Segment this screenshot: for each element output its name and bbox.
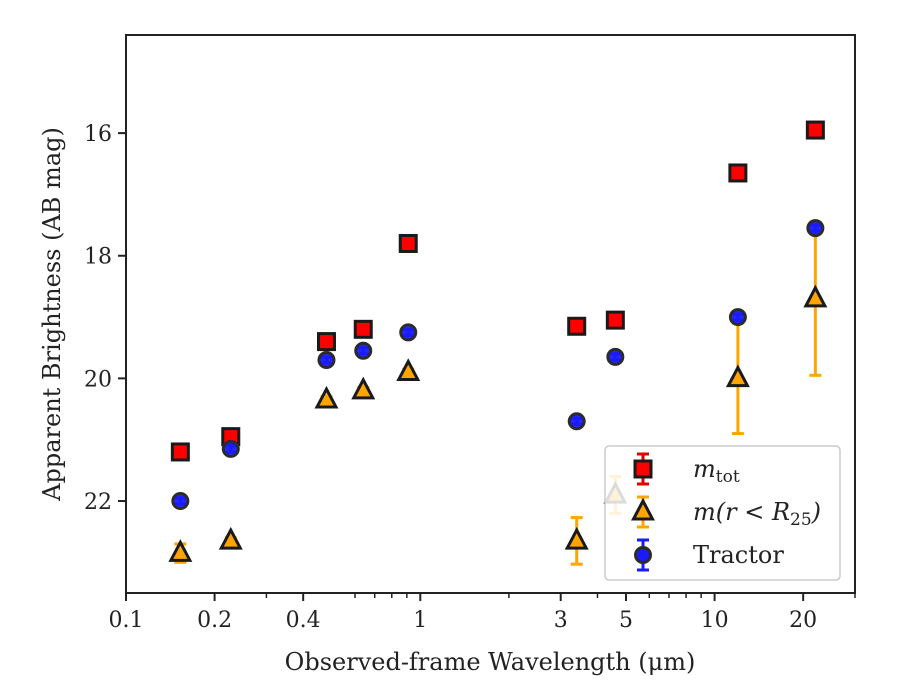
data-point [806,219,825,238]
marker-triangle [218,526,243,550]
data-point [317,350,336,369]
marker-square [605,310,625,330]
data-point [354,341,373,360]
data-point [728,163,748,183]
x-tick-label: 20 [789,608,817,633]
legend-entry: m(r < R25) [631,495,821,530]
y-tick-label: 22 [84,490,112,515]
marker-triangle [314,385,339,409]
data-point [605,310,625,330]
data-point [353,319,373,339]
plot-frame [125,34,856,594]
data-point [168,539,193,564]
marker-square [398,233,418,253]
y-axis-label: Apparent Brightness (AB mag) [38,127,66,502]
marker-square [567,316,587,336]
y-tick-label: 16 [84,122,112,147]
marker-triangle [725,364,750,388]
x-tick-label: 0.4 [286,608,321,633]
legend-label: m(r < R25) [693,498,821,530]
x-tick-label: 5 [619,608,633,633]
data-point [316,332,336,352]
data-point [351,376,376,400]
y-tick-label: 18 [84,245,112,270]
legend-label: Tractor [693,541,784,569]
marker-circle [806,219,825,238]
data-point [606,347,625,366]
legend: mtot m(r < R25) Tractor [604,445,841,581]
marker-circle [728,308,747,327]
marker-circle [354,341,373,360]
legend-marker-triangle [631,497,655,521]
x-tick-label: 0.2 [197,608,232,633]
data-point [567,316,587,336]
legend-entry: mtot [633,452,740,487]
marker-triangle [803,284,828,308]
marker-square [170,442,190,462]
data-point [567,412,586,431]
legend-entry: Tractor [634,538,784,572]
marker-square [353,319,373,339]
marker-circle [221,439,240,458]
data-point [221,439,240,458]
marker-triangle [564,526,589,550]
x-tick-label: 3 [554,608,568,633]
plot-area [168,120,828,566]
legend-marker-square [633,459,653,479]
marker-circle [399,323,418,342]
marker-square [316,332,336,352]
x-tick-label: 0.1 [109,608,144,633]
legend-label: mtot [693,455,740,487]
x-axis-label: Observed-frame Wavelength (μm) [285,648,696,676]
data-point [218,526,243,550]
marker-triangle [168,539,193,562]
data-point [399,323,418,342]
legend-box [604,445,841,581]
marker-circle [606,347,625,366]
marker-triangle [396,358,421,381]
x-tick-label: 10 [701,608,729,633]
marker-square [728,163,748,183]
marker-triangle [351,376,376,400]
data-point [396,358,421,381]
marker-circle [171,492,190,511]
data-point [314,385,339,409]
marker-circle [567,412,586,431]
data-point [728,308,747,327]
legend-marker-circle [634,546,652,564]
x-tick-label: 1 [413,608,427,633]
data-point [398,233,418,253]
marker-square [805,120,825,140]
axis-ticks: 0.1 0.2 0.4 1 3 5 10 20 16 18 20 22 [84,122,856,633]
data-point [171,492,190,511]
data-point [564,516,589,566]
data-point [170,442,190,462]
y-tick-label: 20 [84,367,112,392]
data-point [805,120,825,140]
marker-circle [317,350,336,369]
